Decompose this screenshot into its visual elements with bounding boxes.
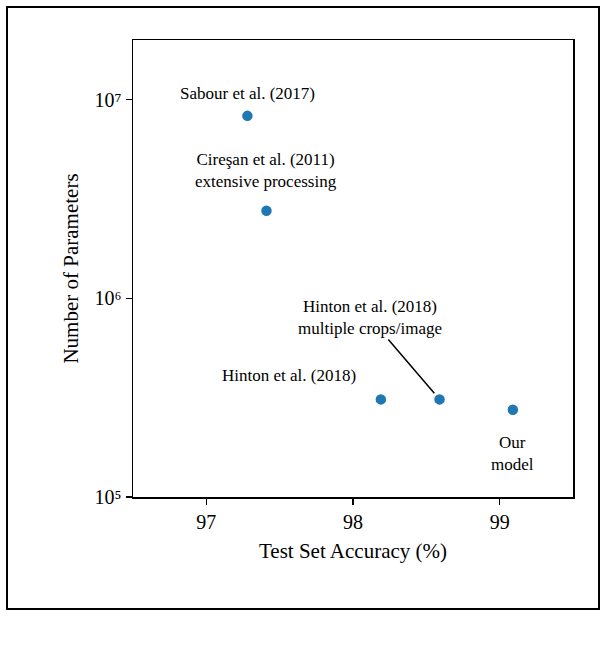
svg-text:Hinton et al. (2018)multiple c: Hinton et al. (2018)multiple crops/image — [298, 297, 442, 338]
svg-text:Cireşan et al. (2011)extensive: Cireşan et al. (2011)extensive processin… — [195, 150, 337, 191]
svg-text:Ourmodel: Ourmodel — [491, 433, 534, 474]
svg-text:Hinton et al. (2018): Hinton et al. (2018) — [222, 366, 356, 385]
svg-text:10⁵: 10⁵ — [95, 486, 122, 508]
svg-text:97: 97 — [196, 511, 216, 533]
svg-text:99: 99 — [490, 511, 510, 533]
svg-text:Number of Parameters: Number of Parameters — [59, 173, 83, 363]
svg-text:10⁷: 10⁷ — [95, 89, 122, 111]
svg-text:10⁶: 10⁶ — [95, 287, 122, 309]
svg-text:Sabour et al. (2017): Sabour et al. (2017) — [180, 84, 315, 103]
svg-text:98: 98 — [343, 511, 363, 533]
svg-text:Test Set Accuracy (%): Test Set Accuracy (%) — [259, 539, 447, 563]
